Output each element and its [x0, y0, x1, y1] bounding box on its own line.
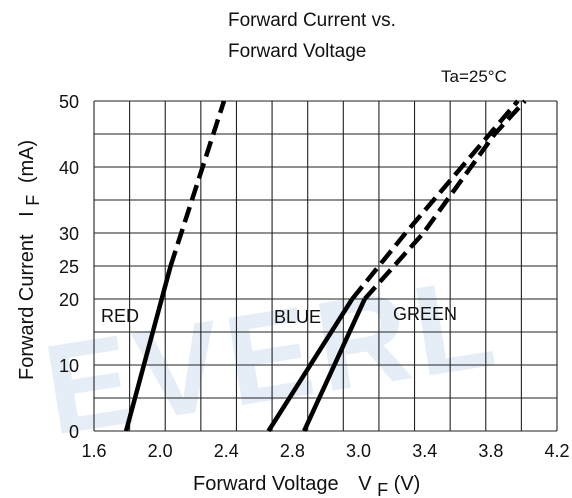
y-axis-label: Forward Current I F (mA)	[16, 140, 44, 380]
x-axis-label: Forward Voltage V F (V)	[193, 473, 420, 498]
grid	[93, 100, 558, 432]
y-tick-label: 10	[59, 356, 79, 376]
series-blue-dashed-line	[350, 99, 520, 301]
chart-title-line-2: Forward Voltage	[228, 41, 366, 62]
y-axis-symbol: I	[16, 211, 38, 217]
x-tick-label: 2.0	[148, 441, 173, 461]
x-axis-symbol: V	[358, 473, 372, 495]
series-red-dashed-line	[168, 100, 227, 267]
x-tick-label: 2.4	[214, 441, 239, 461]
x-axis-label-main: Forward Voltage	[193, 473, 339, 495]
y-axis-subscript: F	[23, 195, 43, 206]
y-axis-label-main: Forward Current	[16, 234, 38, 380]
series-label-blue: BLUE	[274, 307, 321, 327]
x-axis-subscript: F	[377, 480, 388, 498]
x-tick-label: 4.2	[544, 441, 569, 461]
y-tick-label: 0	[69, 422, 79, 442]
series-green-dashed-line	[363, 99, 527, 301]
y-tick-label: 25	[59, 257, 79, 277]
x-axis-unit: (V)	[394, 473, 421, 495]
x-tick-label: 2.8	[280, 441, 305, 461]
series-lines	[123, 99, 527, 433]
y-tick-label: 20	[59, 290, 79, 310]
series-label-green: GREEN	[393, 304, 457, 324]
temperature-annotation: Ta=25°C	[441, 67, 507, 86]
x-tick-label: 1.6	[81, 441, 106, 461]
y-axis-unit: (mA)	[16, 140, 38, 183]
y-tick-label: 40	[59, 158, 79, 178]
y-tick-label: 30	[59, 224, 79, 244]
x-tick-label: 3.0	[346, 441, 371, 461]
series-label-red: RED	[101, 306, 139, 326]
tick-labels: 1.6 2.0 2.4 2.8 3.0 3.4 3.8 4.2 0 10 20 25 30 40 50	[59, 92, 570, 461]
series-blue-line	[266, 297, 355, 433]
series-red-line	[123, 265, 173, 432]
x-tick-label: 3.4	[412, 441, 437, 461]
series-labels: RED BLUE GREEN	[101, 304, 457, 327]
x-tick-label: 3.8	[478, 441, 503, 461]
y-tick-label: 50	[59, 92, 79, 112]
series-green-line	[302, 298, 367, 432]
chart-title-line-1: Forward Current vs.	[228, 10, 396, 31]
